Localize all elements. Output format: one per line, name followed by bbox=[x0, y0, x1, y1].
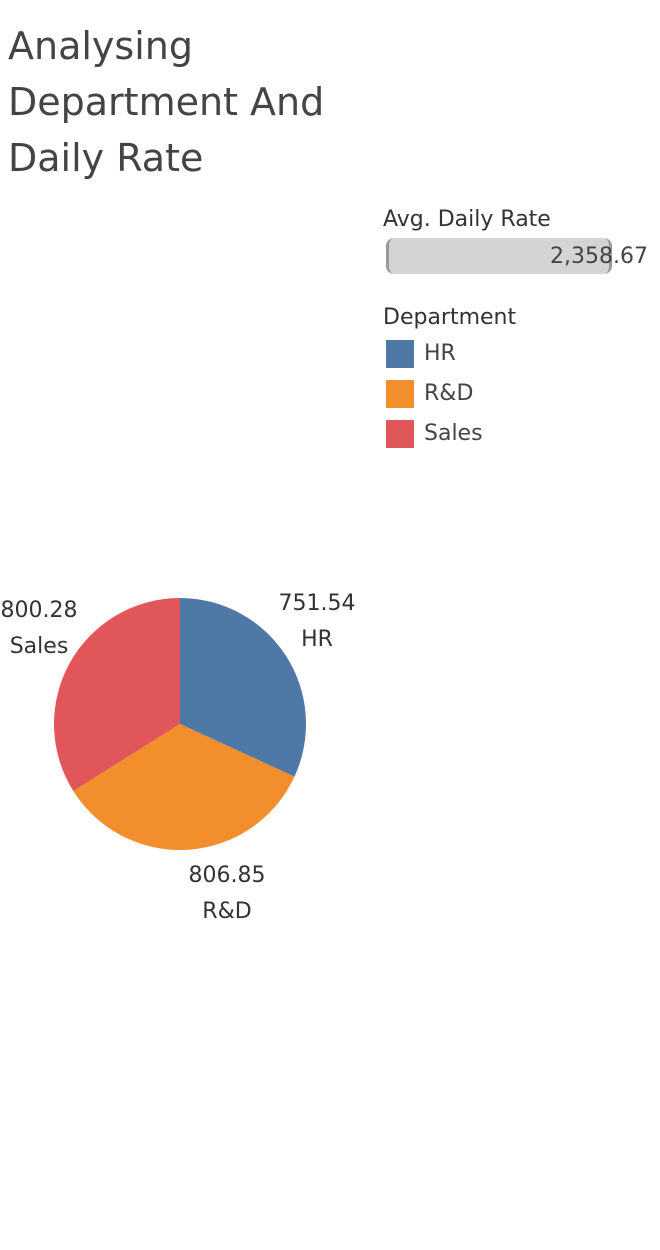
color-legend: HR R&D Sales bbox=[386, 340, 483, 460]
size-legend-title: Avg. Daily Rate bbox=[383, 207, 551, 232]
legend-swatch-rd bbox=[386, 380, 414, 408]
size-legend-value: 2,358.67 bbox=[550, 244, 648, 269]
legend-label-sales: Sales bbox=[424, 421, 483, 446]
pie-slice-hr[interactable] bbox=[180, 598, 306, 777]
legend-swatch-sales bbox=[386, 420, 414, 448]
slice-category-label-hr: HR bbox=[301, 627, 333, 652]
slice-value-label-hr: 751.54 bbox=[279, 591, 356, 616]
pie-slices bbox=[54, 598, 306, 850]
color-legend-title: Department bbox=[383, 305, 517, 330]
slice-value-label-sales: 800.28 bbox=[1, 598, 78, 623]
pie-labels: 751.54 HR 806.85 R&D 800.28 Sales bbox=[1, 591, 356, 924]
dashboard-title: Analysing Department And Daily Rate bbox=[8, 24, 325, 180]
slice-category-label-sales: Sales bbox=[10, 634, 69, 659]
slice-category-label-rd: R&D bbox=[202, 899, 251, 924]
legend-swatch-hr bbox=[386, 340, 414, 368]
legend-item-hr[interactable]: HR bbox=[386, 340, 483, 380]
legend-label-hr: HR bbox=[424, 341, 456, 366]
pie-slice-rd[interactable] bbox=[73, 724, 295, 850]
legend-item-sales[interactable]: Sales bbox=[386, 420, 483, 460]
pie-chart: 751.54 HR 806.85 R&D 800.28 Sales bbox=[1, 591, 356, 924]
slice-value-label-rd: 806.85 bbox=[189, 863, 266, 888]
legend-item-rd[interactable]: R&D bbox=[386, 380, 483, 420]
pie-slice-sales[interactable] bbox=[54, 598, 180, 792]
size-legend-bar bbox=[386, 238, 612, 274]
legend-label-rd: R&D bbox=[424, 381, 474, 406]
